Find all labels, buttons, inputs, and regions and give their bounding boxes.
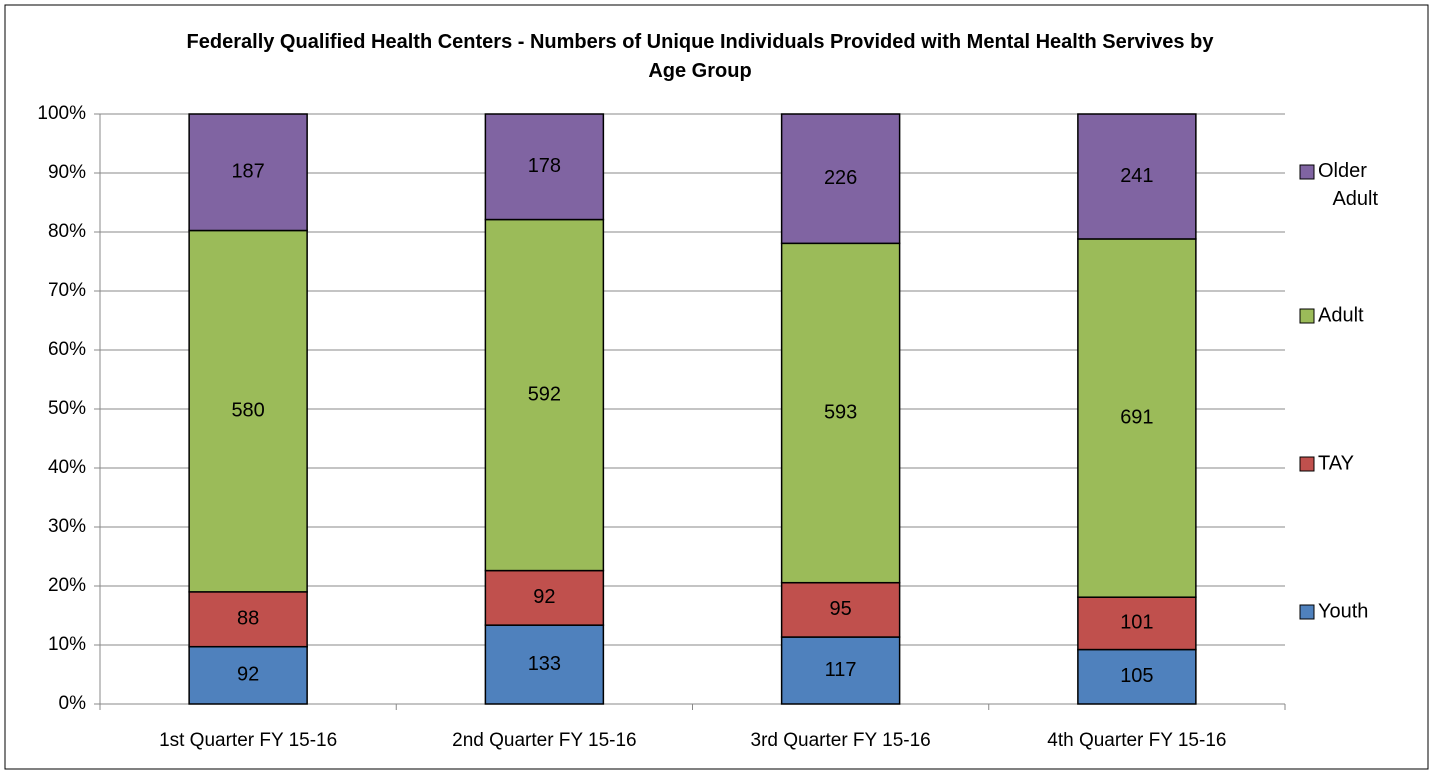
data-label: 101 [1120,612,1153,634]
data-label: 226 [824,167,857,189]
x-tick-label: 4th Quarter FY 15-16 [1047,730,1226,751]
y-tick-label: 70% [48,280,86,301]
bar-segment [780,113,901,245]
legend-label: TAY [1318,452,1354,474]
y-tick-label: 80% [48,221,86,242]
y-tick-label: 50% [48,398,86,419]
bar-segment [780,242,901,584]
data-label: 241 [1120,165,1153,187]
x-tick-label: 1st Quarter FY 15-16 [159,730,337,751]
data-label: 178 [528,155,561,177]
data-label: 592 [528,383,561,405]
data-label: 117 [825,659,857,681]
x-tick-label: 3rd Quarter FY 15-16 [751,730,931,751]
legend-swatch [1299,456,1315,472]
y-tick-label: 20% [48,575,86,596]
y-tick-label: 90% [48,162,86,183]
x-tick-label: 2nd Quarter FY 15-16 [452,730,636,751]
y-tick-label: 40% [48,457,86,478]
y-tick-label: 100% [37,103,86,124]
legend-label: Youth [1318,600,1368,622]
y-tick-label: 60% [48,339,86,360]
data-label: 593 [824,401,857,423]
data-label: 133 [528,653,561,675]
legend-swatch [1299,604,1315,620]
legend-swatch [1299,164,1315,180]
data-label: 580 [231,399,264,421]
bar-segment [188,591,308,648]
y-tick-label: 30% [48,516,86,537]
bar-segment [1077,596,1197,651]
data-label: 92 [237,664,259,686]
bar-segment [484,624,605,705]
legend-swatch [1299,308,1315,324]
data-label: 691 [1120,406,1153,428]
legend-label: Older Adult [1318,160,1378,210]
data-label: 95 [830,598,852,620]
bar-segment [484,218,605,572]
bar-segment [484,569,605,626]
chart-title: Federally Qualified Health Centers - Num… [186,31,1214,82]
legend-label: Adult [1318,304,1364,326]
data-label: 105 [1120,665,1153,687]
bar-segment [1077,648,1197,705]
bar-segment [484,113,605,221]
data-label: 92 [533,586,555,608]
bar-segment [1077,238,1197,598]
bar-segment [188,645,308,705]
bar-segment [1077,113,1197,240]
data-label: 187 [231,161,264,183]
y-tick-label: 10% [48,634,86,655]
y-tick-label: 0% [59,693,87,714]
bar-segment [780,581,901,638]
bar-segment [780,636,901,705]
bar-segment [188,113,308,232]
data-label: 88 [237,608,259,630]
